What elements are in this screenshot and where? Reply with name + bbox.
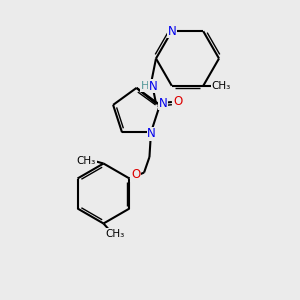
Text: O: O xyxy=(173,95,182,109)
Text: H: H xyxy=(141,81,149,92)
Text: CH₃: CH₃ xyxy=(106,229,125,239)
Text: N: N xyxy=(148,80,158,93)
Text: O: O xyxy=(131,168,140,181)
Text: N: N xyxy=(167,25,176,38)
Text: CH₃: CH₃ xyxy=(212,81,231,91)
Text: N: N xyxy=(147,128,156,140)
Text: N: N xyxy=(158,97,167,110)
Text: CH₃: CH₃ xyxy=(77,155,96,166)
